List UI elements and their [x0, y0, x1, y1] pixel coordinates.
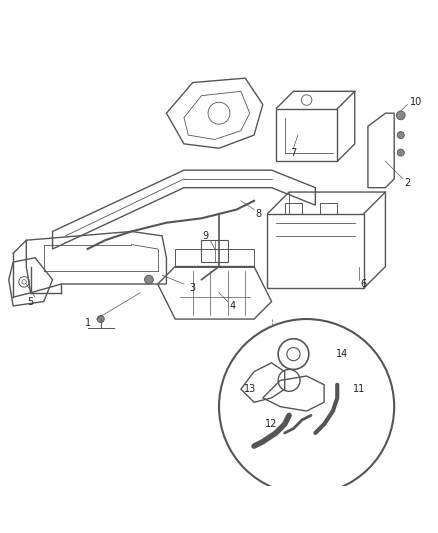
Text: 9: 9	[203, 231, 209, 241]
Circle shape	[219, 319, 394, 494]
Text: 3: 3	[190, 284, 196, 293]
Bar	[201, 240, 228, 262]
Text: 10: 10	[410, 97, 422, 107]
Text: 8: 8	[255, 209, 261, 219]
Text: 5: 5	[28, 296, 34, 306]
Circle shape	[397, 149, 404, 156]
Circle shape	[396, 111, 405, 120]
Circle shape	[397, 132, 404, 139]
Text: 6: 6	[360, 279, 367, 289]
Text: 13: 13	[244, 384, 256, 394]
Text: 4: 4	[229, 301, 235, 311]
Text: 11: 11	[353, 384, 365, 394]
Text: 12: 12	[265, 419, 278, 429]
Text: 14: 14	[336, 349, 348, 359]
Text: 2: 2	[404, 178, 410, 188]
Text: 7: 7	[290, 148, 297, 158]
Bar	[320, 203, 337, 214]
Circle shape	[145, 275, 153, 284]
Circle shape	[97, 316, 104, 322]
Bar	[285, 203, 302, 214]
Text: 1: 1	[85, 318, 91, 328]
